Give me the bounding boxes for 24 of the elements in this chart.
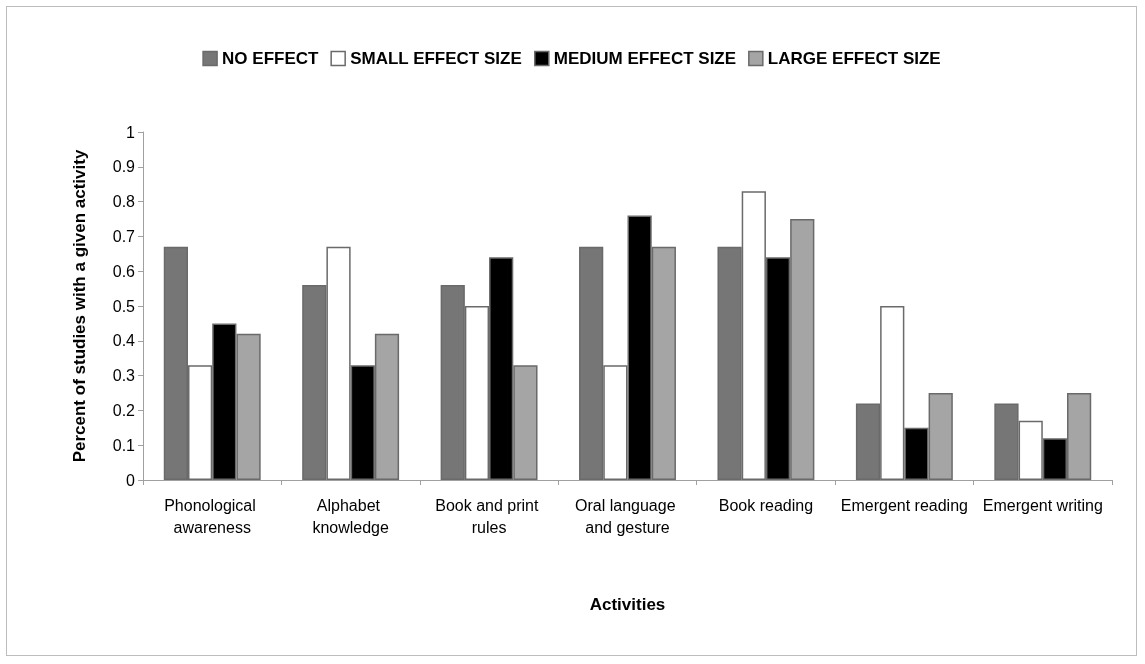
y-tick-label: 0.9: [112, 158, 136, 176]
x-tick-label: Phonological awareness: [164, 496, 261, 536]
legend-label: LARGE EFFECT SIZE: [767, 49, 941, 68]
y-tick-label: 0.6: [112, 262, 136, 280]
y-tick-label: 0.1: [112, 436, 136, 454]
y-tick-label: 0.4: [112, 332, 136, 350]
y-tick-label: 1: [126, 123, 136, 141]
y-tick-label: 0.2: [112, 401, 136, 419]
y-tick-label: 0.8: [112, 193, 136, 211]
x-tick-label: Emergent writing: [982, 496, 1103, 514]
x-axis-title: Activities: [589, 595, 666, 614]
x-tick-label: Alphabet knowledge: [312, 496, 389, 536]
x-tick-label: Oral language and gesture: [575, 496, 680, 536]
x-tick-label: Emergent reading: [840, 496, 968, 514]
y-tick-label: 0.5: [112, 297, 136, 315]
legend-label: NO EFFECT: [222, 49, 320, 68]
y-tick-label: 0: [126, 471, 136, 489]
y-tick-label: 0.3: [112, 367, 136, 385]
legend-label: SMALL EFFECT SIZE: [350, 49, 522, 68]
legend-label: MEDIUM EFFECT SIZE: [553, 49, 737, 68]
y-tick-label: 0.7: [112, 227, 136, 245]
x-tick-label: Book and print rules: [435, 496, 543, 536]
y-axis-title: Percent of studies with a given activity: [70, 149, 89, 463]
x-tick-label: Book reading: [718, 496, 814, 514]
